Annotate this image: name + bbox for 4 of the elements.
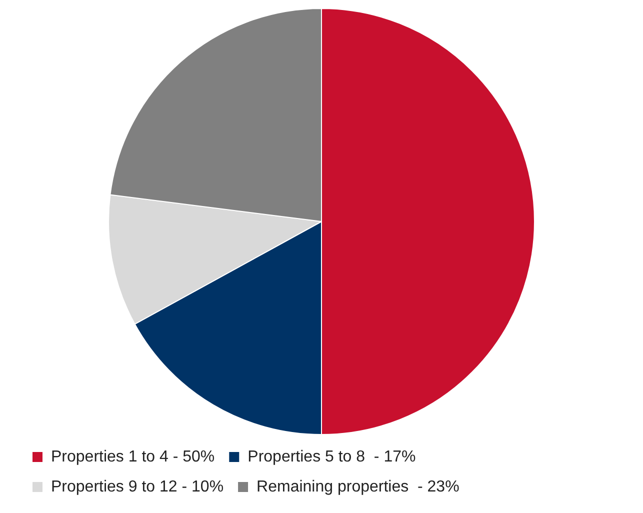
legend-label: Properties 1 to 4 - 50% bbox=[51, 448, 215, 466]
legend-label: Remaining properties - 23% bbox=[256, 478, 460, 496]
legend-label: Properties 9 to 12 - 10% bbox=[51, 478, 224, 496]
legend-label: Properties 5 to 8 - 17% bbox=[248, 448, 416, 466]
